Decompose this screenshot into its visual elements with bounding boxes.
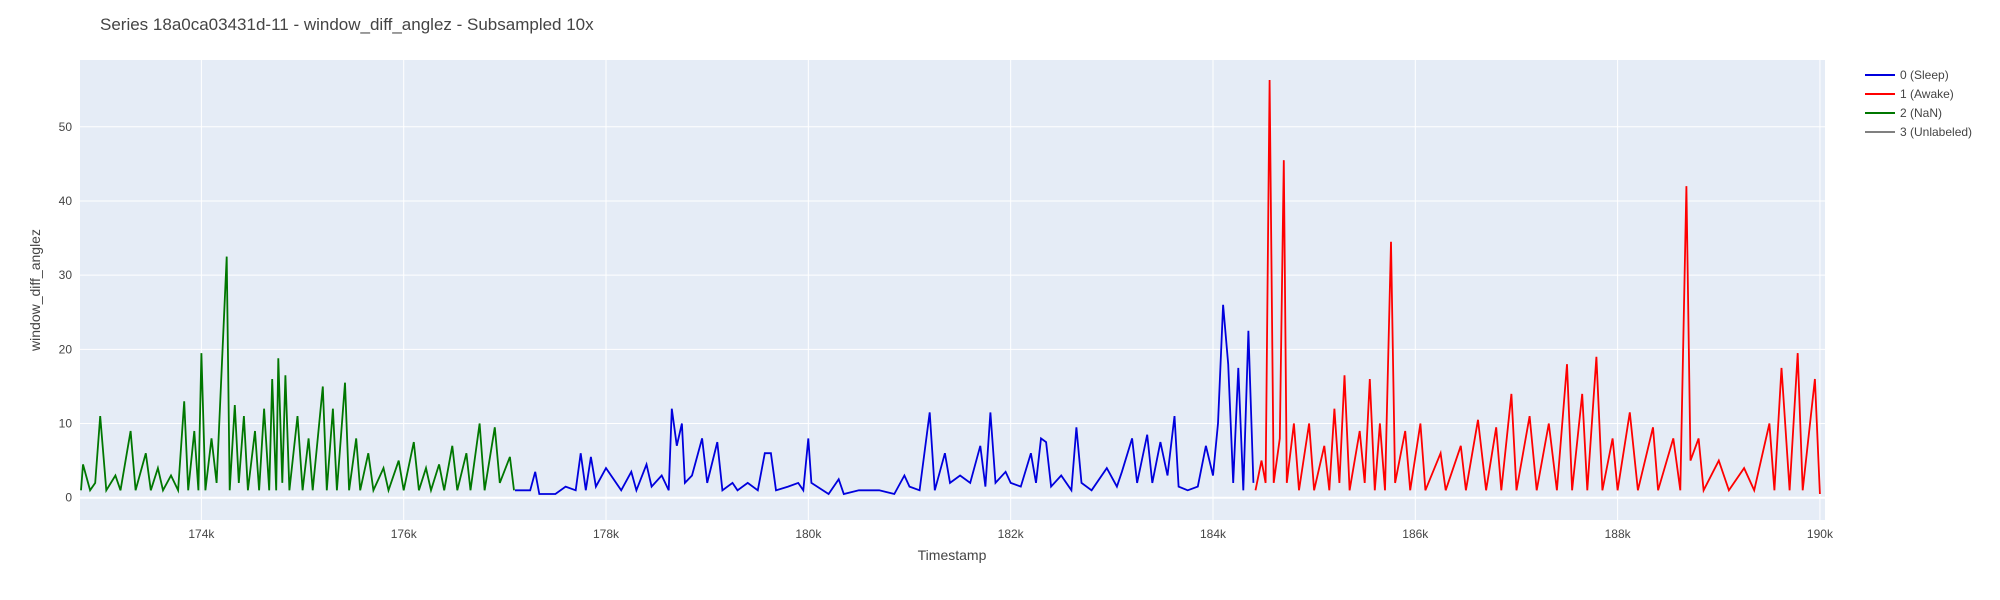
legend: 0 (Sleep) 1 (Awake) 2 (NaN) 3 (Unlabeled) (1865, 68, 1972, 139)
legend-item[interactable]: 0 (Sleep) (1865, 68, 1949, 82)
x-tick-labels: 174k 176k 178k 180k 182k 184k 186k 188k 190k (188, 527, 1834, 541)
series-sleep-line[interactable] (515, 304, 1255, 496)
legend-label: 2 (NaN) (1900, 106, 1942, 120)
x-tick-label: 184k (1200, 527, 1227, 541)
x-tick-label: 182k (998, 527, 1025, 541)
x-tick-label: 176k (391, 527, 418, 541)
x-tick-label: 188k (1605, 527, 1632, 541)
legend-label: 1 (Awake) (1900, 87, 1954, 101)
x-tick-label: 178k (593, 527, 620, 541)
legend-item[interactable]: 2 (NaN) (1865, 106, 1942, 120)
x-axis-title: Timestamp (918, 547, 987, 563)
y-axis-title: window_diff_anglez (27, 229, 43, 352)
x-tick-label: 190k (1807, 527, 1834, 541)
legend-label: 0 (Sleep) (1900, 68, 1949, 82)
chart-title: Series 18a0ca03431d-11 - window_diff_ang… (100, 15, 594, 34)
legend-item[interactable]: 3 (Unlabeled) (1865, 125, 1972, 139)
x-tick-label: 186k (1402, 527, 1429, 541)
plot-area[interactable] (80, 60, 1825, 520)
y-gridlines (80, 126, 1825, 499)
y-tick-label: 40 (59, 194, 73, 208)
series-layer (80, 79, 1821, 496)
y-tick-label: 30 (59, 268, 73, 282)
y-tick-label: 10 (59, 417, 73, 431)
x-tick-label: 174k (188, 527, 215, 541)
x-tick-label: 180k (795, 527, 822, 541)
series-awake-line[interactable] (1254, 79, 1821, 495)
y-tick-label: 0 (65, 491, 72, 505)
x-gridlines (200, 60, 1821, 520)
legend-item[interactable]: 1 (Awake) (1865, 87, 1954, 101)
y-tick-labels: 0 10 20 30 40 50 (59, 120, 73, 505)
legend-label: 3 (Unlabeled) (1900, 125, 1972, 139)
y-tick-label: 50 (59, 120, 73, 134)
y-tick-label: 20 (59, 342, 73, 356)
series-nan-line[interactable] (80, 256, 515, 494)
